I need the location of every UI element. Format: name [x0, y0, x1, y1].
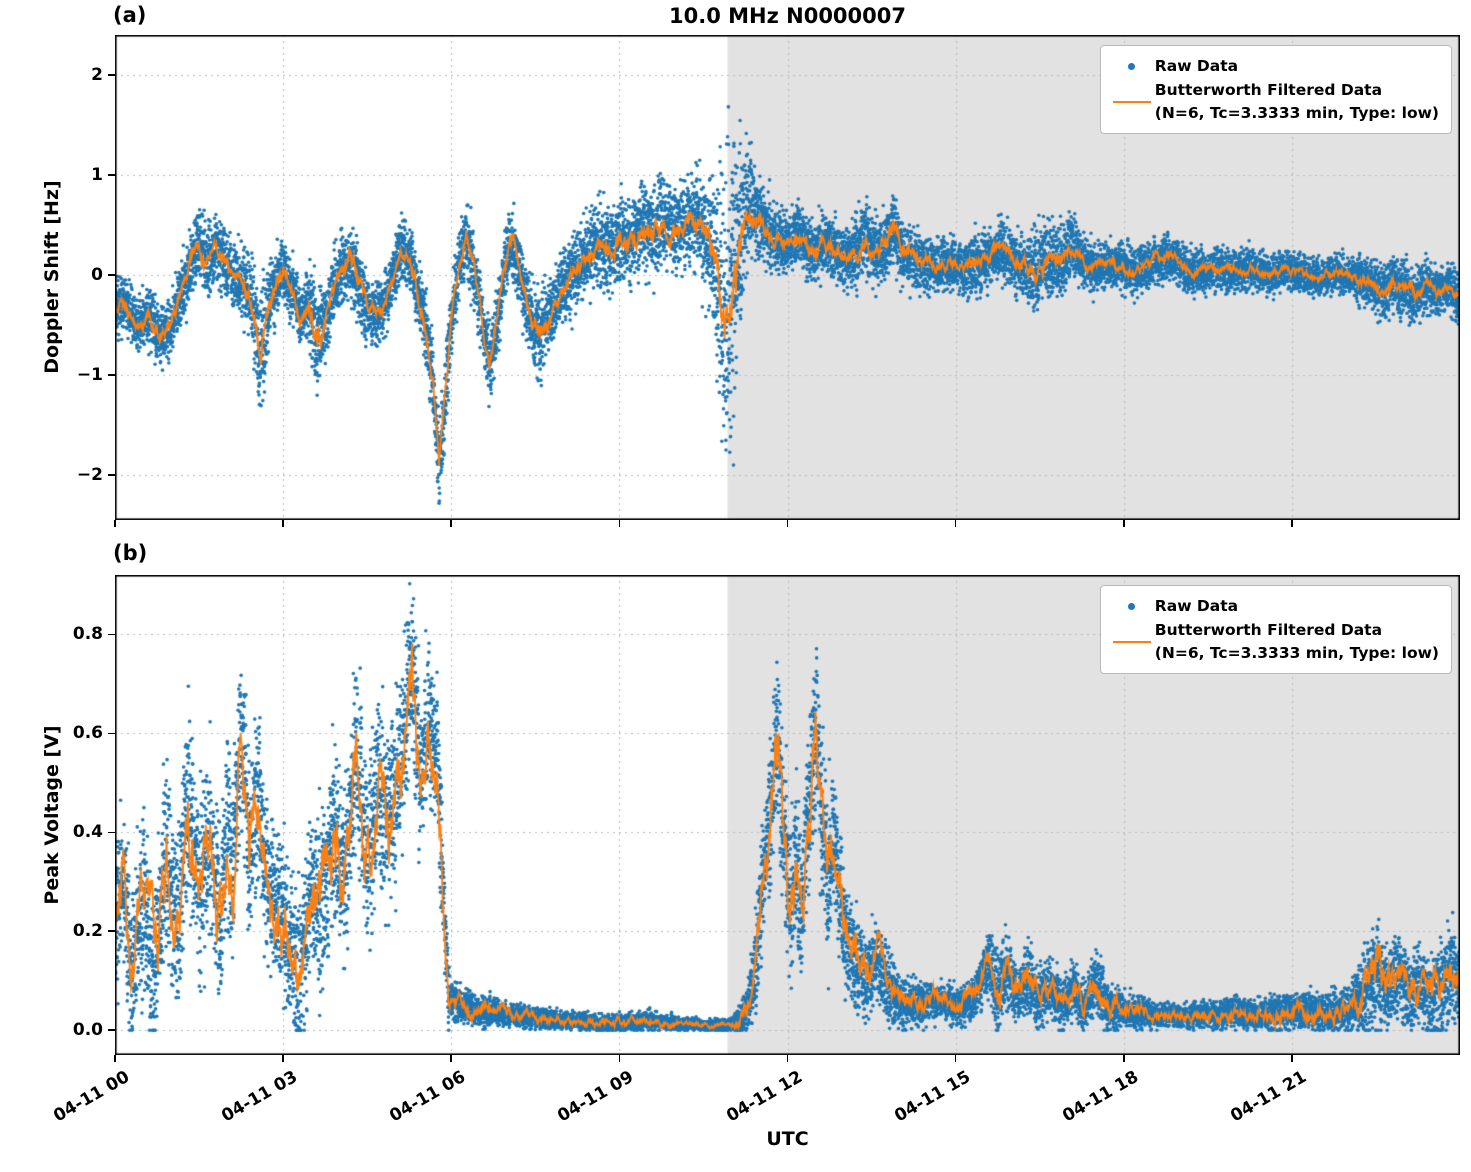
x-tick-mark [786, 520, 789, 527]
legend-filtered-item: Butterworth Filtered Data (N=6, Tc=3.333… [1109, 79, 1439, 124]
y-tick-mark [108, 174, 115, 176]
filtered-line-marker-icon [1109, 100, 1155, 103]
x-tick-mark [1122, 1055, 1125, 1062]
y-tick-mark [108, 633, 115, 636]
legend-filtered-sublabel: (N=6, Tc=3.3333 min, Type: low) [1154, 643, 1439, 662]
legend-filtered-label: Butterworth Filtered Data [1154, 81, 1383, 100]
legend-filtered-item: Butterworth Filtered Data (N=6, Tc=3.333… [1109, 619, 1439, 664]
y-tick-label: 0.8 [72, 624, 103, 645]
y-tick-mark [108, 474, 115, 476]
raw-data-marker-icon [1109, 62, 1155, 70]
y-tick-label: 0.4 [72, 822, 103, 843]
y-tick-mark [108, 1029, 115, 1032]
raw-data-marker-icon [1109, 602, 1155, 610]
x-tick-mark [450, 520, 453, 527]
y-tick-label: 0.6 [72, 723, 103, 744]
x-tick-mark [954, 520, 957, 527]
x-tick-mark [282, 1055, 284, 1062]
x-tick-mark [1291, 520, 1293, 527]
x-tick-mark [1291, 1055, 1293, 1062]
x-tick-mark [618, 520, 621, 527]
y-tick-mark [108, 274, 115, 276]
legend-filtered-sublabel: (N=6, Tc=3.3333 min, Type: low) [1154, 103, 1439, 122]
x-axis-label: UTC [766, 1128, 809, 1150]
x-tick-mark [450, 1055, 453, 1062]
x-tick-mark [1122, 520, 1125, 527]
legend-filtered-label: Butterworth Filtered Data [1154, 621, 1383, 640]
filtered-line-marker-icon [1109, 640, 1155, 643]
legend-raw-label: Raw Data [1154, 597, 1239, 615]
y-tick-label: −2 [76, 465, 103, 485]
x-tick-mark [114, 1055, 116, 1062]
legend-raw-label: Raw Data [1154, 57, 1239, 75]
y-tick-mark [108, 74, 115, 76]
y-tick-label: 0 [91, 265, 103, 285]
x-tick-mark [618, 1055, 621, 1062]
panel-b-label: (b) [113, 541, 148, 565]
figure-title: 10.0 MHz N0000007 [669, 4, 906, 28]
y-tick-mark [108, 831, 115, 834]
x-tick-mark [114, 520, 116, 527]
y-tick-label: 0.0 [72, 1020, 103, 1041]
panel-a-label: (a) [113, 3, 147, 27]
legend-raw-item: Raw Data [1109, 595, 1439, 617]
panel-b-y-axis-label: Peak Voltage [V] [41, 725, 63, 905]
y-tick-mark [108, 930, 115, 933]
y-tick-label: −1 [76, 365, 103, 385]
legend-raw-item: Raw Data [1109, 55, 1439, 77]
y-tick-label: 1 [91, 165, 103, 185]
panel-b-legend: Raw Data Butterworth Filtered Data (N=6,… [1099, 585, 1452, 675]
x-tick-mark [954, 1055, 957, 1062]
x-tick-mark [282, 520, 284, 527]
y-tick-label: 0.2 [72, 921, 103, 942]
x-tick-mark [786, 1055, 789, 1062]
y-tick-mark [108, 374, 115, 376]
y-tick-mark [108, 732, 115, 735]
y-tick-label: 2 [91, 65, 103, 85]
panel-a-legend: Raw Data Butterworth Filtered Data (N=6,… [1099, 45, 1452, 135]
